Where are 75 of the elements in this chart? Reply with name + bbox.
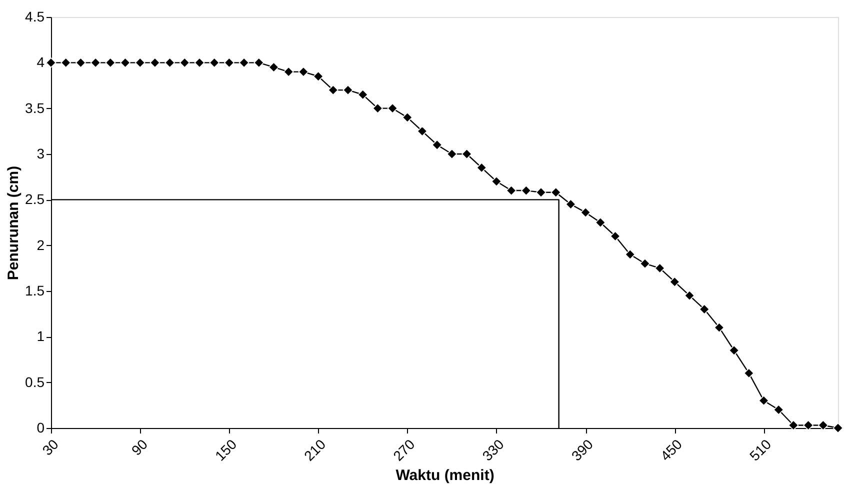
point xyxy=(566,199,576,210)
x-tick-label: 30 xyxy=(39,436,62,458)
x-axis-title: Waktu (menit) xyxy=(396,466,494,484)
point xyxy=(476,162,487,173)
point xyxy=(699,304,710,314)
point xyxy=(773,404,784,415)
point xyxy=(194,58,205,68)
x-tick-label: 270 xyxy=(390,436,418,464)
point xyxy=(744,368,754,378)
point xyxy=(506,185,516,196)
point xyxy=(536,187,546,198)
point xyxy=(224,58,234,68)
x-tick-label: 450 xyxy=(657,436,686,464)
point xyxy=(46,58,56,68)
x-tick-label: 330 xyxy=(479,436,508,464)
point xyxy=(684,290,695,301)
point xyxy=(283,66,294,77)
point xyxy=(654,263,665,274)
point xyxy=(640,258,650,269)
point xyxy=(313,71,324,82)
y-tick-label: 4.5 xyxy=(25,8,45,24)
point xyxy=(580,207,591,218)
point xyxy=(595,217,606,228)
point xyxy=(254,58,264,68)
y-tick-label: 2.5 xyxy=(25,191,45,208)
point xyxy=(446,148,458,160)
point xyxy=(818,420,828,430)
point xyxy=(402,112,413,123)
point xyxy=(387,103,398,114)
point xyxy=(832,422,844,434)
point xyxy=(491,176,502,187)
y-tick-label: 0.5 xyxy=(25,374,45,390)
point xyxy=(462,148,472,160)
point xyxy=(164,58,175,68)
point xyxy=(90,58,101,68)
point xyxy=(417,126,428,136)
point xyxy=(372,103,383,114)
y-tick-label: 1 xyxy=(36,328,45,344)
x-tick-label: 390 xyxy=(568,436,596,464)
y-tick-label: 2 xyxy=(36,236,45,253)
x-tick-label: 90 xyxy=(128,436,151,458)
point xyxy=(120,58,130,68)
point xyxy=(342,84,354,96)
point xyxy=(180,58,190,68)
point xyxy=(610,231,620,242)
point xyxy=(298,66,309,77)
point xyxy=(150,58,160,68)
point xyxy=(358,89,368,100)
point xyxy=(134,58,146,68)
point xyxy=(714,322,724,333)
point xyxy=(550,187,562,198)
point xyxy=(521,185,532,196)
point xyxy=(268,62,279,72)
point xyxy=(209,58,220,68)
x-tick-label: 510 xyxy=(746,436,774,464)
point xyxy=(758,395,769,406)
point xyxy=(328,84,338,96)
point xyxy=(728,345,740,356)
point xyxy=(60,58,71,68)
point xyxy=(624,249,636,260)
y-tick-label: 0 xyxy=(36,420,45,436)
point xyxy=(76,58,86,68)
point xyxy=(238,58,250,68)
x-tick-label: 210 xyxy=(300,436,329,464)
x-tick-label: 150 xyxy=(212,436,240,464)
y-tick-label: 4 xyxy=(36,54,45,70)
point xyxy=(788,420,799,430)
point xyxy=(803,420,814,430)
y-tick-label: 3 xyxy=(36,146,45,162)
point xyxy=(432,140,442,150)
y-axis-title: Penurunan (cm) xyxy=(5,166,22,280)
point xyxy=(670,276,680,288)
y-tick-label: 1.5 xyxy=(25,282,45,298)
y-tick-label: 3.5 xyxy=(25,100,45,116)
point xyxy=(105,58,116,68)
